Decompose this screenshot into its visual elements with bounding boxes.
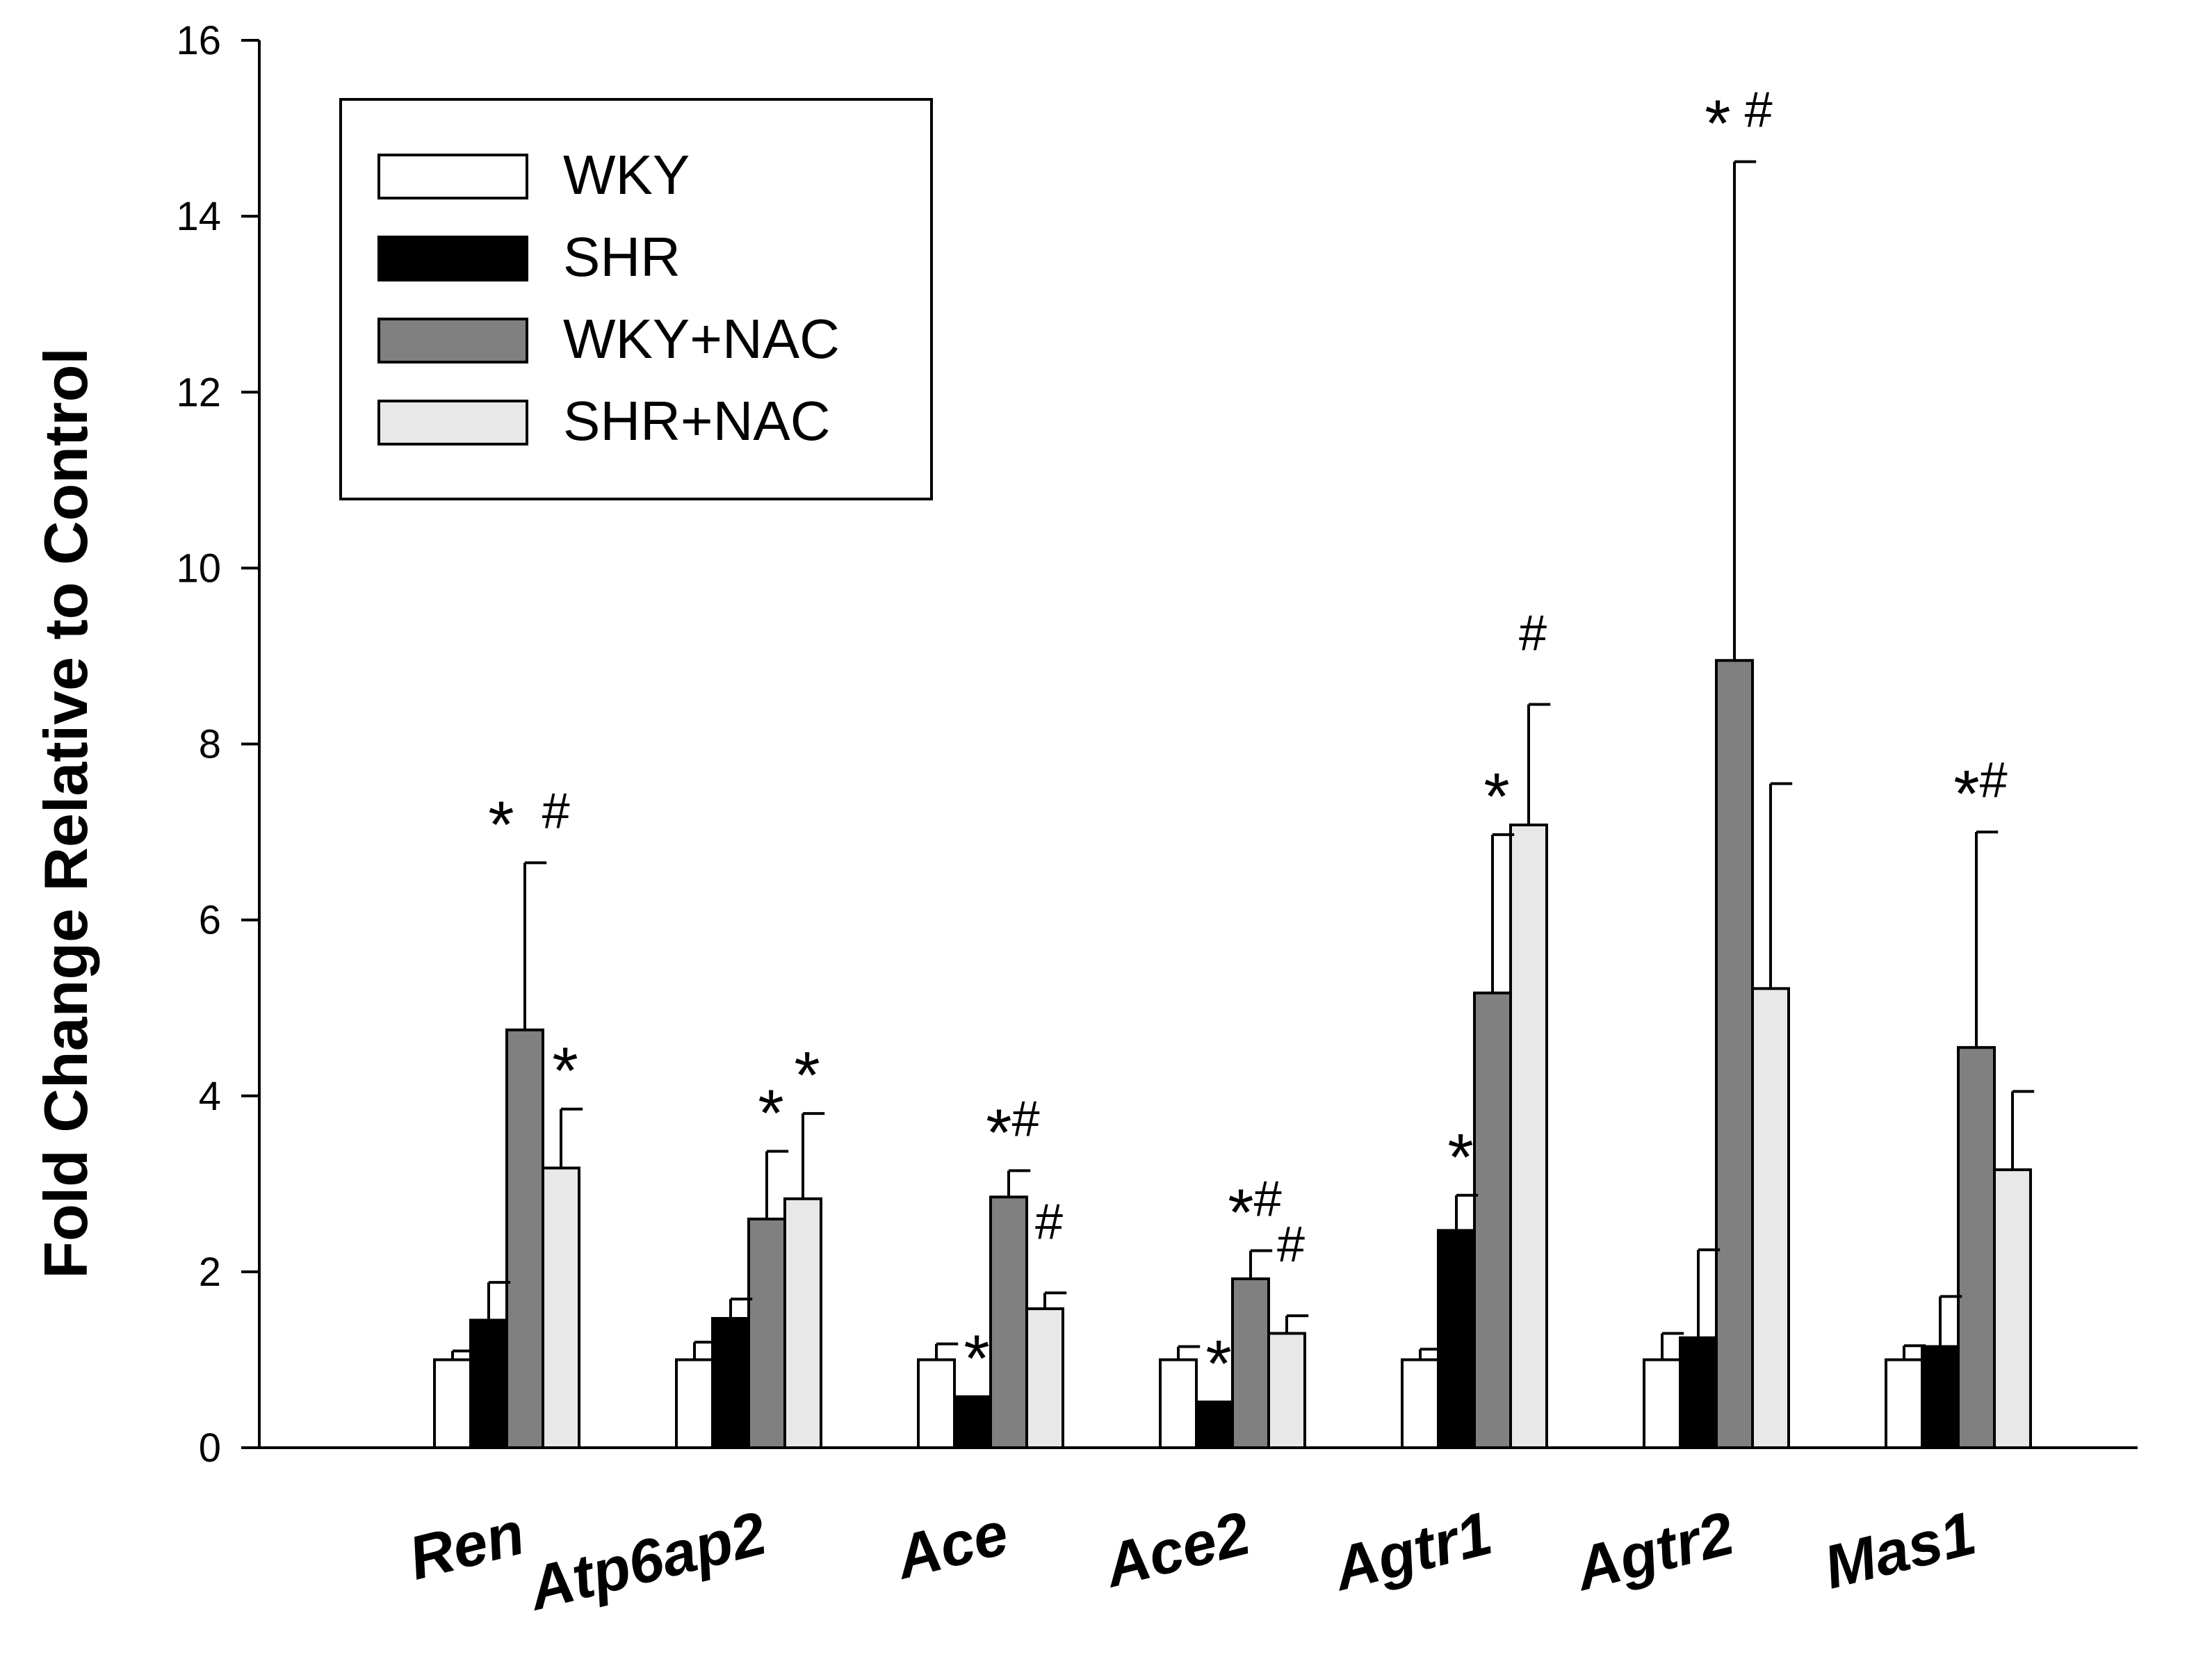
category-label-atp6ap2: Atp6ap2 <box>521 1498 773 1624</box>
error-bars <box>451 160 2035 1360</box>
significance-star: * <box>1205 1327 1231 1401</box>
bar-atp6ap2-wky-nac <box>747 1217 786 1449</box>
significance-star: * <box>1447 1120 1473 1195</box>
category-label-agtr1: Agtr1 <box>1326 1498 1499 1603</box>
bar-mas1-wky-nac <box>1957 1046 1996 1449</box>
legend-label-wky-nac: WKY+NAC <box>563 308 840 370</box>
significance-star: * <box>552 1034 578 1109</box>
significance-marker: * <box>1447 1120 1473 1195</box>
y-axis: 0 2 4 6 8 10 12 14 16 <box>176 18 261 1471</box>
significance-hash: # <box>1277 1217 1305 1273</box>
bar-agtr1-shr-nac <box>1509 823 1548 1449</box>
significance-marker: * <box>1483 760 1509 834</box>
bar-agtr2-wky-nac <box>1715 659 1754 1449</box>
significance-markers: * #*****##**##**#* #*# <box>488 83 2007 1402</box>
legend-swatch-wky <box>377 154 528 199</box>
bar-mas1-wky <box>1885 1358 1924 1449</box>
significance-marker: # <box>1035 1194 1063 1250</box>
significance-marker: * <box>963 1322 989 1396</box>
bar-agtr2-shr-nac <box>1751 987 1790 1449</box>
bar-ace-shr-nac <box>1025 1307 1064 1449</box>
category-label-agtr2: Agtr2 <box>1568 1498 1741 1603</box>
legend-swatch-wky-nac <box>377 318 528 363</box>
significance-star: * <box>1228 1176 1253 1250</box>
legend-swatch-shr <box>377 236 528 281</box>
bar-agtr1-shr <box>1437 1229 1476 1449</box>
y-tick-label: 6 <box>199 898 221 943</box>
category-label-ace2: Ace2 <box>1097 1498 1257 1600</box>
y-tick-label: 14 <box>176 194 221 239</box>
y-axis-label: Fold Change Relative to Control <box>31 348 100 1279</box>
significance-marker: *# <box>1228 1172 1281 1250</box>
bar-agtr2-wky <box>1643 1358 1682 1449</box>
bar-ace2-shr-nac <box>1267 1332 1306 1449</box>
bar-agtr1-wky <box>1401 1358 1440 1449</box>
significance-star: * <box>758 1076 783 1150</box>
bar-ren-wky <box>433 1358 472 1449</box>
y-tick-label: 4 <box>199 1074 221 1119</box>
space <box>1731 102 1745 158</box>
bars <box>433 659 2032 1449</box>
bar-mas1-shr-nac <box>1993 1168 2032 1449</box>
bar-atp6ap2-shr-nac <box>783 1197 822 1449</box>
significance-star: * <box>1953 757 1979 831</box>
bar-mas1-shr <box>1921 1345 1960 1449</box>
bar-agtr2-shr <box>1679 1336 1718 1449</box>
bar-ace2-wky-nac <box>1231 1277 1270 1449</box>
significance-star: * <box>488 787 514 862</box>
bar-ren-shr-nac <box>542 1166 580 1449</box>
legend-label-shr-nac: SHR+NAC <box>563 390 831 452</box>
y-tick-label: 16 <box>176 18 221 63</box>
category-label-ace: Ace <box>888 1498 1015 1592</box>
significance-marker: *# <box>1953 753 2007 831</box>
bar-ren-shr <box>469 1318 508 1449</box>
significance-star: * <box>986 1095 1011 1170</box>
y-tick-label: 8 <box>199 722 221 767</box>
significance-star: * <box>963 1322 989 1396</box>
space <box>528 803 542 858</box>
legend: WKY SHR WKY+NAC SHR+NAC <box>339 98 933 500</box>
space <box>514 803 528 858</box>
category-label-ren: Ren <box>402 1498 530 1592</box>
bar-ace2-wky <box>1159 1358 1198 1449</box>
significance-hash: # <box>1980 753 2008 808</box>
significance-marker: * # <box>1705 83 1772 161</box>
legend-label-shr: SHR <box>563 226 681 288</box>
significance-marker: # <box>1277 1217 1305 1273</box>
bar-atp6ap2-wky <box>675 1358 714 1449</box>
bar-ace-shr <box>953 1395 992 1449</box>
bar-ace2-shr <box>1195 1400 1234 1449</box>
y-tick-label: 10 <box>176 546 221 591</box>
significance-star: * <box>1705 87 1730 161</box>
y-tick-label: 2 <box>199 1250 221 1295</box>
significance-hash: # <box>542 783 570 839</box>
bar-atp6ap2-shr <box>711 1316 750 1449</box>
significance-marker: * <box>1205 1327 1231 1401</box>
significance-marker: * <box>794 1038 820 1113</box>
y-tick-label: 0 <box>199 1425 221 1471</box>
significance-marker: # <box>1519 606 1547 662</box>
significance-marker: * # <box>488 783 569 862</box>
significance-hash: # <box>1012 1091 1040 1147</box>
significance-hash: # <box>1519 606 1547 662</box>
significance-hash: # <box>1745 83 1773 138</box>
bar-ace-wky <box>917 1358 956 1449</box>
significance-marker: *# <box>986 1091 1039 1170</box>
significance-star: * <box>1483 760 1509 834</box>
bar-agtr1-wky-nac <box>1473 991 1512 1449</box>
bar-ren-wky-nac <box>505 1028 544 1449</box>
significance-hash: # <box>1035 1194 1063 1250</box>
bar-ace-wky-nac <box>989 1195 1028 1449</box>
significance-marker: * <box>552 1034 578 1109</box>
legend-swatch-shr-nac <box>377 400 528 446</box>
legend-label-wky: WKY <box>563 144 690 206</box>
category-label-mas1: Mas1 <box>1817 1498 1983 1601</box>
significance-hash: # <box>1254 1172 1282 1227</box>
y-tick-label: 12 <box>176 370 221 415</box>
significance-star: * <box>794 1038 820 1113</box>
significance-marker: * <box>758 1076 783 1150</box>
